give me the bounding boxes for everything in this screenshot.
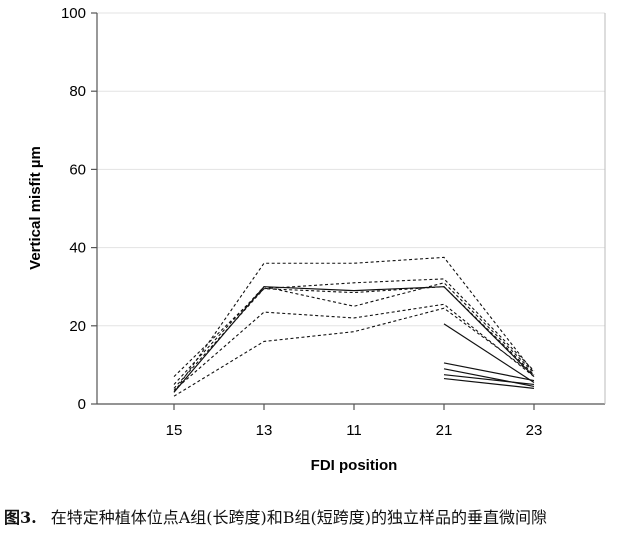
x-tick-label-1: 13 [256,422,273,439]
group-b-line-0 [443,323,535,383]
figure-caption-label: 图3. [4,508,37,527]
group-a-line-0 [173,256,535,393]
axes [96,13,606,405]
vertical-misfit-chart: 0 20 40 60 80 100 15 13 11 21 23 FDI position Ver… [27,5,606,474]
group-b-line-3 [443,374,535,386]
y-tick-label-5: 100 [61,5,86,22]
x-tick-label-2: 11 [346,422,362,439]
x-tick-label-0: 15 [166,422,183,439]
group-a-line-3 [173,286,535,389]
grid-lines [97,12,605,327]
figure-caption: 图3. 在特定种植体位点A组(长跨度)和B组(短跨度)的独立样品的垂直微间隙 [4,506,626,530]
group-b-line-2 [443,368,535,387]
group-a-line-2 [173,282,535,385]
group-a-line-5 [173,307,535,397]
y-axis-label: Vertical misfit µm [27,146,44,270]
y-axis-ticks: 0 20 40 60 80 100 [61,5,97,413]
group-a-line-4 [173,303,535,391]
group-b-line-1 [443,362,535,382]
x-axis-ticks: 15 13 11 21 23 [166,404,543,439]
group-b-line-4 [443,377,535,389]
figure-caption-text: 在特定种植体位点A组(长跨度)和B组(短跨度)的独立样品的垂直微间隙 [50,508,548,527]
series-layer [173,256,535,397]
x-axis-label: FDI position [311,457,398,474]
x-tick-label-3: 21 [436,422,453,439]
y-tick-label-2: 40 [69,240,86,257]
x-tick-label-4: 23 [526,422,543,439]
y-tick-label-1: 20 [69,318,86,335]
y-tick-label-3: 60 [69,161,86,178]
group-a-line-1 [173,278,535,378]
y-tick-label-0: 0 [78,396,86,413]
group-a-line-6 [173,286,535,393]
y-tick-label-4: 80 [69,83,86,100]
